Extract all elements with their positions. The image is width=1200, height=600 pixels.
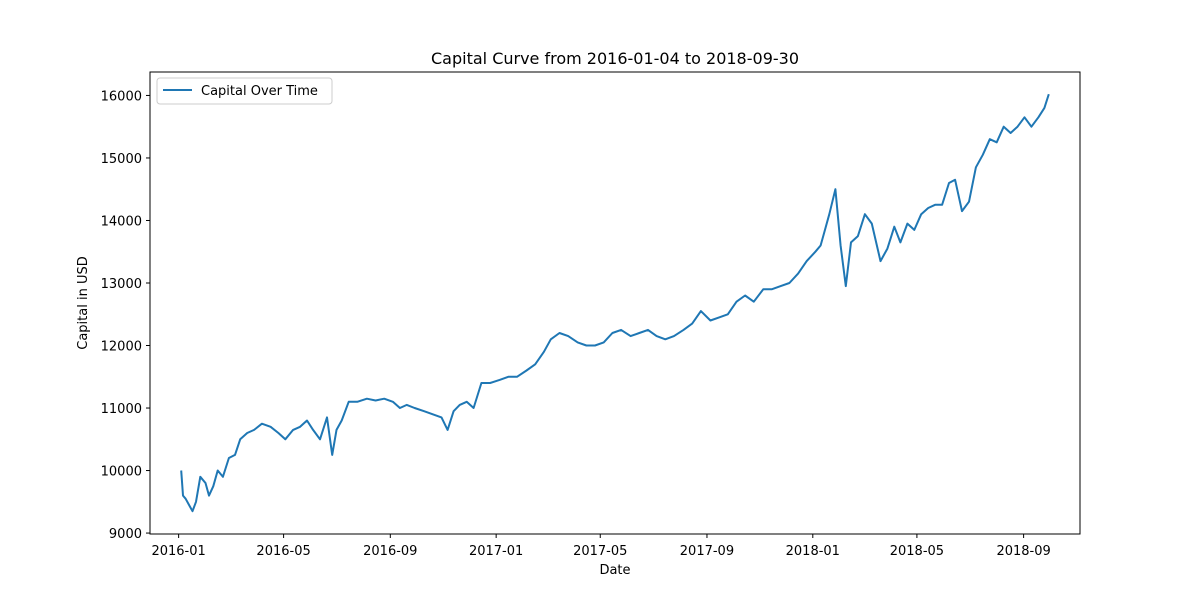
legend-label: Capital Over Time [201,84,318,99]
x-tick-label: 2016-01 [151,544,205,559]
x-tick-label: 2016-05 [256,544,310,559]
x-tick-label: 2018-05 [890,544,944,559]
x-axis: 2016-01 2016-05 2016-09 2017-01 2017-05 2017-… [151,534,1051,559]
y-tick-label: 10000 [101,465,142,480]
plot-area [150,72,1080,534]
x-tick-label: 2017-01 [469,544,523,559]
y-tick-label: 11000 [101,402,142,417]
x-tick-label: 2017-05 [573,544,627,559]
y-tick-label: 15000 [101,152,142,167]
x-tick-label: 2017-09 [680,544,734,559]
x-tick-label: 2016-09 [363,544,417,559]
x-tick-label: 2018-01 [786,544,840,559]
y-tick-label: 13000 [101,277,142,292]
x-tick-label: 2018-09 [996,544,1050,559]
legend: Capital Over Time [156,77,333,105]
y-tick-label: 16000 [101,89,142,104]
series-line-capital-over-time [180,93,1050,513]
y-tick-label: 14000 [101,214,142,229]
y-tick-label: 12000 [101,340,142,355]
x-axis-title: Date [599,563,630,578]
plot-frame [149,71,1081,535]
y-axis-title: Capital in USD [76,256,91,349]
legend-box [156,77,333,105]
y-tick-label: 9000 [109,527,142,542]
y-axis: 9000 10000 11000 12000 13000 14000 15000 16000 [101,89,150,542]
chart-title: Capital Curve from 2016-01-04 to 2018-09… [431,49,799,68]
series-layer [180,93,1050,513]
